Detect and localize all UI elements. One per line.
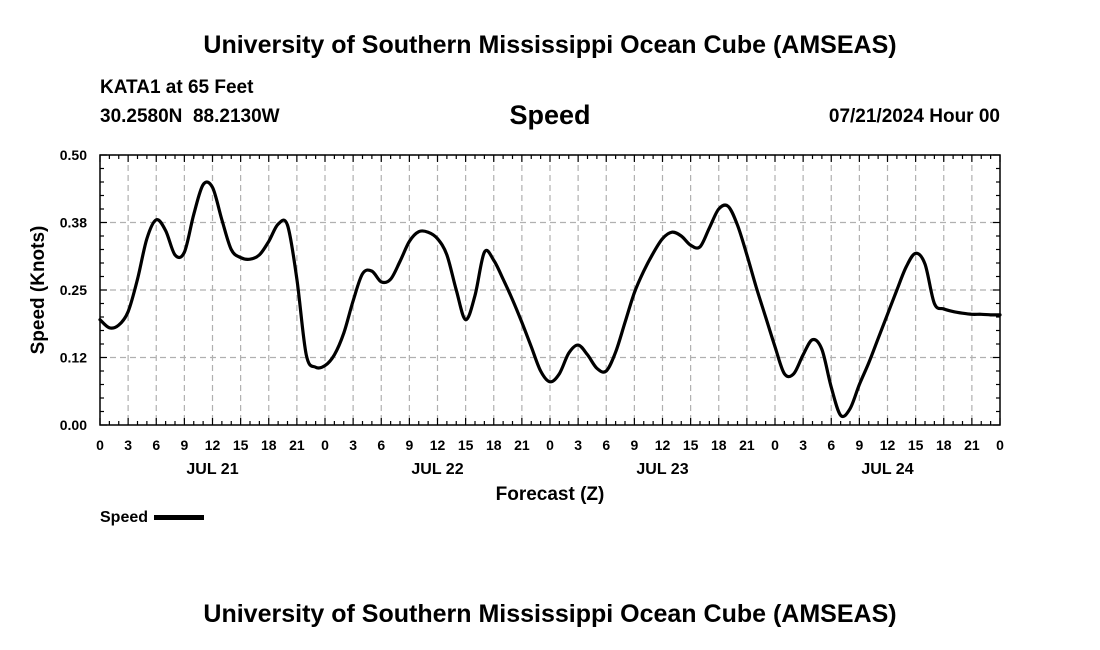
x-tick-label: 12: [205, 437, 221, 453]
legend: Speed: [100, 509, 205, 527]
x-tick-label: 18: [486, 437, 502, 453]
legend-swatch: [154, 515, 205, 521]
x-tick-label: 3: [349, 437, 357, 453]
y-tick-label: 0.00: [60, 417, 87, 433]
x-tick-label: 21: [964, 437, 980, 453]
day-label: JUL 24: [861, 461, 913, 478]
run-time: 07/21/2024 Hour 00: [828, 106, 1000, 127]
x-tick-label: 15: [233, 437, 249, 453]
x-tick-label: 3: [574, 437, 582, 453]
x-tick-label: 9: [405, 437, 413, 453]
x-tick-label: 9: [630, 437, 638, 453]
x-tick-label: 0: [771, 437, 779, 453]
y-axis-label: Speed (Knots): [28, 226, 49, 355]
x-tick-label: 6: [827, 437, 835, 453]
y-tick-label: 0.38: [60, 215, 87, 231]
x-tick-label: 15: [458, 437, 474, 453]
x-tick-label: 12: [880, 437, 896, 453]
legend-label: Speed: [100, 509, 149, 526]
x-tick-label: 3: [799, 437, 807, 453]
x-tick-label: 21: [514, 437, 530, 453]
x-tick-label: 21: [289, 437, 305, 453]
chart-title: University of Southern Mississippi Ocean…: [203, 31, 897, 59]
x-tick-label: 18: [261, 437, 277, 453]
x-tick-label: 6: [602, 437, 610, 453]
day-label: JUL 22: [411, 461, 463, 478]
x-tick-label: 0: [321, 437, 329, 453]
x-tick-label: 6: [152, 437, 160, 453]
x-tick-label: 18: [936, 437, 952, 453]
x-tick-label: 9: [855, 437, 863, 453]
day-label: JUL 23: [636, 461, 688, 478]
station-coordinates: 30.2580N 88.2130W: [100, 106, 280, 127]
x-tick-label: 21: [739, 437, 755, 453]
y-tick-label: 0.50: [60, 147, 87, 163]
variable-title: Speed: [509, 100, 591, 130]
x-tick-label: 6: [377, 437, 385, 453]
y-tick-label: 0.25: [60, 282, 87, 298]
day-label: JUL 21: [186, 461, 238, 478]
x-tick-label: 15: [908, 437, 924, 453]
footer-title: University of Southern Mississippi Ocean…: [203, 600, 897, 628]
series-line-speed: [98, 180, 1002, 419]
x-axis-label: Forecast (Z): [496, 484, 605, 505]
x-tick-label: 3: [124, 437, 132, 453]
x-tick-label: 9: [180, 437, 188, 453]
y-tick-label: 0.12: [60, 350, 87, 366]
x-tick-label: 0: [96, 437, 104, 453]
x-tick-label: 18: [711, 437, 727, 453]
x-tick-label: 12: [655, 437, 671, 453]
x-tick-label: 0: [996, 437, 1004, 453]
x-tick-label: 12: [430, 437, 446, 453]
station-name: KATA1 at 65 Feet: [100, 77, 254, 98]
x-tick-label: 0: [546, 437, 554, 453]
x-tick-label: 15: [683, 437, 699, 453]
